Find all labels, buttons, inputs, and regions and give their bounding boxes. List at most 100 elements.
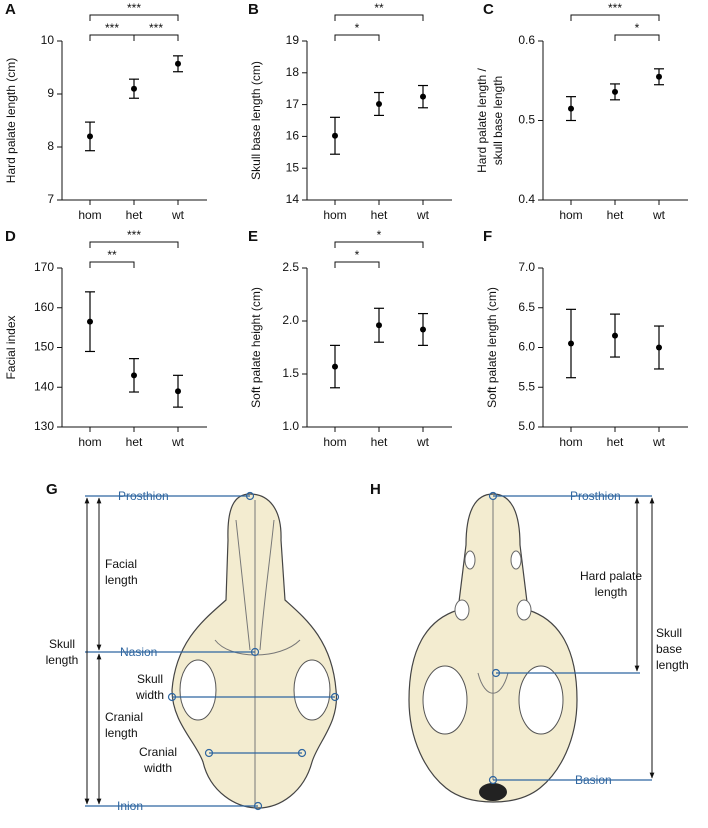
x-tick-label: hom [559,208,582,222]
point [568,340,574,347]
y-tick-label: 19 [286,33,300,47]
significance-label: * [377,228,382,242]
y-tick-label: 5.5 [518,379,535,393]
y-tick-label: 6.5 [518,300,535,314]
y-tick-label: 2.5 [282,260,299,274]
landmark-label: Prosthion [570,489,621,503]
significance-bracket [89,14,179,21]
landmark [204,748,214,758]
significance-bracket [570,14,660,21]
measure-label: base [656,642,682,656]
y-axis-label: Facial index [4,315,18,379]
panel-label: H [370,481,381,498]
landmark [250,647,260,657]
y-tick-label: 5.0 [518,419,535,433]
y-tick-label: 0.4 [518,192,535,206]
significance-bracket [89,261,135,268]
measure-label: Skull [656,626,682,640]
measure-label: Hard palate [580,569,642,583]
landmark [167,692,177,702]
landmark-label: Inion [117,799,143,813]
measure-label: length [105,726,138,740]
landmark [491,668,501,678]
point [332,363,338,370]
y-axis-label: Soft palate height (cm) [249,287,263,408]
point [420,326,426,333]
y-tick-label: 14 [286,192,300,206]
x-tick-label: het [607,208,624,222]
significance-label: *** [127,228,141,242]
significance-bracket [334,14,424,21]
significance-bracket [614,34,660,41]
y-axis-label: skull base length [491,76,505,165]
y-tick-label: 8 [47,139,54,153]
landmark [297,748,307,758]
significance-label: * [355,21,360,35]
x-tick-label: hom [559,435,582,449]
y-tick-label: 160 [34,300,54,314]
measure-label: length [46,653,79,667]
point [131,85,137,92]
point [568,105,574,112]
panel-label: C [483,1,494,18]
x-tick-label: wt [171,435,185,449]
y-tick-label: 7 [47,192,54,206]
landmark [245,491,255,501]
point [376,322,382,329]
landmark-label: Prosthion [118,489,169,503]
x-tick-label: hom [323,435,346,449]
significance-label: ** [374,1,384,15]
significance-label: * [635,21,640,35]
x-tick-label: wt [416,435,430,449]
landmark [488,491,498,501]
panel-label: E [248,228,258,245]
y-tick-label: 6.0 [518,340,535,354]
y-axis-label: Soft palate length (cm) [485,287,499,408]
point [656,344,662,351]
point [87,318,93,325]
y-tick-label: 150 [34,340,54,354]
x-tick-label: hom [323,208,346,222]
x-tick-label: wt [652,208,666,222]
point [420,93,426,100]
y-tick-label: 0.6 [518,33,535,47]
x-tick-label: hom [78,435,101,449]
y-axis-label: Hard palate length / [475,67,489,172]
y-tick-label: 15 [286,160,300,174]
y-tick-label: 170 [34,260,54,274]
x-tick-label: het [126,208,143,222]
y-tick-label: 16 [286,129,300,143]
x-tick-label: het [371,208,388,222]
panel-label: G [46,481,58,498]
significance-label: *** [149,21,163,35]
measure-label: length [656,658,689,672]
significance-label: *** [608,1,622,15]
y-tick-label: 140 [34,379,54,393]
skull-ventral [408,493,578,803]
significance-label: *** [105,21,119,35]
significance-label: *** [127,1,141,15]
measure-label: width [143,761,172,775]
x-tick-label: het [126,435,143,449]
y-tick-label: 10 [41,33,55,47]
measure-label: length [595,585,628,599]
y-tick-label: 9 [47,86,54,100]
significance-bracket [89,241,179,248]
y-tick-label: 1.5 [282,366,299,380]
measure-label: Cranial [139,745,177,759]
x-tick-label: wt [652,435,666,449]
significance-bracket [89,34,135,41]
measure-label: Skull [49,637,75,651]
landmark-label: Nasion [120,645,157,659]
point [656,73,662,80]
point [612,332,618,339]
panel-label: A [5,1,16,18]
panel-label: D [5,228,16,245]
measure-label: width [135,688,164,702]
significance-bracket [334,34,380,41]
x-tick-label: hom [78,208,101,222]
point [612,88,618,95]
y-tick-label: 7.0 [518,260,535,274]
measure-label: Cranial [105,710,143,724]
